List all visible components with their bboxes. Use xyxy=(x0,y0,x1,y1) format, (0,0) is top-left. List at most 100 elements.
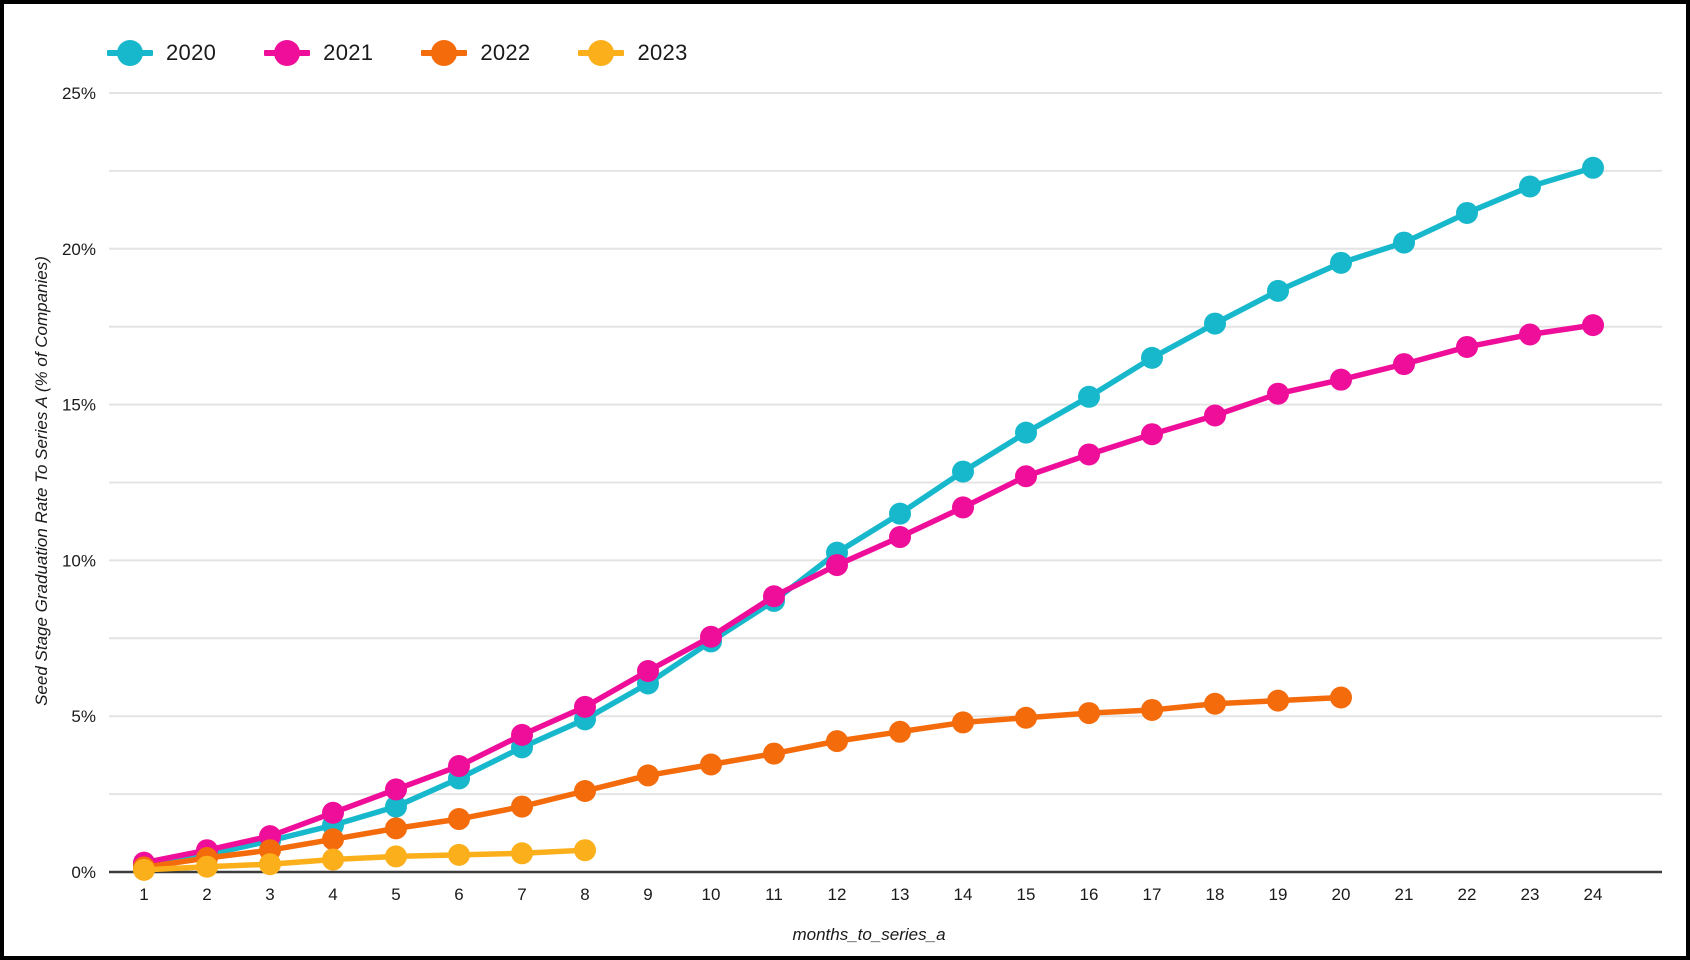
data-point-2021-m10 xyxy=(700,625,722,648)
data-point-2021-m19 xyxy=(1267,382,1289,405)
data-point-2023-m7 xyxy=(511,842,533,865)
x-tick-label: 22 xyxy=(1458,885,1477,904)
legend-label: 2022 xyxy=(480,40,531,65)
x-tick-label: 16 xyxy=(1080,885,1099,904)
x-tick-label: 17 xyxy=(1143,885,1162,904)
x-tick-label: 19 xyxy=(1269,885,1288,904)
data-point-2022-m17 xyxy=(1141,698,1163,721)
data-point-2022-m7 xyxy=(511,795,533,818)
legend-item-2020: 2020 xyxy=(107,40,216,66)
data-point-2023-m6 xyxy=(448,843,470,866)
data-point-2021-m14 xyxy=(952,496,974,519)
x-tick-label: 5 xyxy=(391,885,400,904)
legend-item-2021: 2021 xyxy=(264,40,373,66)
data-point-2023-m4 xyxy=(322,848,344,871)
data-point-2023-m8 xyxy=(574,839,596,862)
x-tick-label: 4 xyxy=(328,885,337,904)
data-point-2022-m11 xyxy=(763,742,785,765)
data-point-2022-m13 xyxy=(889,720,911,743)
x-tick-label: 2 xyxy=(202,885,211,904)
data-point-2022-m14 xyxy=(952,711,974,734)
data-point-2021-m9 xyxy=(637,660,659,683)
data-point-2022-m12 xyxy=(826,730,848,753)
y-tick-label: 20% xyxy=(62,240,96,259)
data-point-2021-m22 xyxy=(1456,335,1478,358)
data-point-2020-m16 xyxy=(1078,385,1100,408)
x-tick-label: 23 xyxy=(1521,885,1540,904)
data-point-2022-m16 xyxy=(1078,702,1100,725)
data-point-2021-m17 xyxy=(1141,423,1163,446)
data-point-2022-m20 xyxy=(1330,686,1352,709)
data-point-2022-m4 xyxy=(322,828,344,851)
x-tick-label: 21 xyxy=(1395,885,1414,904)
x-tick-label: 8 xyxy=(580,885,589,904)
x-tick-label: 24 xyxy=(1584,885,1603,904)
legend-marker-icon xyxy=(578,40,625,66)
data-point-2020-m21 xyxy=(1393,231,1415,254)
data-point-2021-m4 xyxy=(322,801,344,824)
data-point-2020-m24 xyxy=(1582,156,1604,179)
x-tick-label: 1 xyxy=(139,885,148,904)
data-point-2022-m19 xyxy=(1267,689,1289,712)
series-line-2020 xyxy=(141,165,1596,869)
x-axis-title: months_to_series_a xyxy=(792,925,946,944)
x-tick-label: 18 xyxy=(1206,885,1225,904)
y-tick-label: 15% xyxy=(62,396,96,415)
data-point-2020-m5 xyxy=(385,795,407,818)
y-axis-title: Seed Stage Graduation Rate To Series A (… xyxy=(32,256,51,706)
data-point-2021-m24 xyxy=(1582,314,1604,337)
legend-label: 2020 xyxy=(166,40,217,65)
data-point-2021-m5 xyxy=(385,778,407,801)
line-chart: 0%5%10%15%20%25%1 2 3 4 5 6 7 8 9 10 11 12 13 14 15 16 1… xyxy=(62,84,1662,904)
y-tick-label: 10% xyxy=(62,551,96,570)
data-point-2021-m15 xyxy=(1015,465,1037,488)
legend-label: 2023 xyxy=(637,40,688,65)
data-point-2021-m12 xyxy=(826,554,848,577)
data-point-2021-m21 xyxy=(1393,353,1415,376)
data-point-2021-m13 xyxy=(889,526,911,549)
data-point-2020-m13 xyxy=(889,502,911,525)
data-point-2022-m15 xyxy=(1015,706,1037,729)
data-point-2020-m14 xyxy=(952,460,974,483)
data-point-2021-m23 xyxy=(1519,323,1541,346)
data-point-2020-m20 xyxy=(1330,251,1352,274)
data-point-2021-m11 xyxy=(763,585,785,608)
x-tick-label: 15 xyxy=(1017,885,1036,904)
x-tick-label: 12 xyxy=(828,885,847,904)
y-tick-label: 25% xyxy=(62,84,96,103)
data-point-2020-m23 xyxy=(1519,175,1541,198)
x-tick-label: 9 xyxy=(643,885,652,904)
data-point-2020-m22 xyxy=(1456,201,1478,224)
x-tick-label: 10 xyxy=(702,885,721,904)
data-point-2020-m19 xyxy=(1267,279,1289,302)
data-point-2022-m5 xyxy=(385,817,407,840)
data-point-2021-m7 xyxy=(511,723,533,746)
data-point-2022-m9 xyxy=(637,764,659,787)
y-tick-label: 0% xyxy=(71,863,96,882)
data-point-2022-m10 xyxy=(700,753,722,776)
legend-marker-icon xyxy=(421,40,468,66)
data-point-2022-m6 xyxy=(448,808,470,831)
legend-item-2022: 2022 xyxy=(421,40,530,66)
legend-item-2023: 2023 xyxy=(578,40,687,66)
data-point-2020-m15 xyxy=(1015,421,1037,444)
data-point-2022-m8 xyxy=(574,779,596,802)
data-point-2021-m6 xyxy=(448,755,470,778)
data-point-2023-m2 xyxy=(196,855,218,878)
data-point-2023-m5 xyxy=(385,845,407,868)
x-tick-label: 7 xyxy=(517,885,526,904)
x-tick-label: 3 xyxy=(265,885,274,904)
x-tick-label: 14 xyxy=(954,885,973,904)
legend-marker-icon xyxy=(107,40,153,66)
x-tick-label: 11 xyxy=(765,885,783,904)
data-point-2021-m16 xyxy=(1078,443,1100,466)
x-tick-label: 20 xyxy=(1332,885,1351,904)
y-tick-label: 5% xyxy=(71,707,96,726)
series-line-2021 xyxy=(141,322,1596,866)
legend-marker-icon xyxy=(264,40,311,66)
data-point-2022-m18 xyxy=(1204,692,1226,715)
data-point-2021-m18 xyxy=(1204,404,1226,427)
data-point-2021-m8 xyxy=(574,695,596,718)
legend-label: 2021 xyxy=(323,40,374,65)
